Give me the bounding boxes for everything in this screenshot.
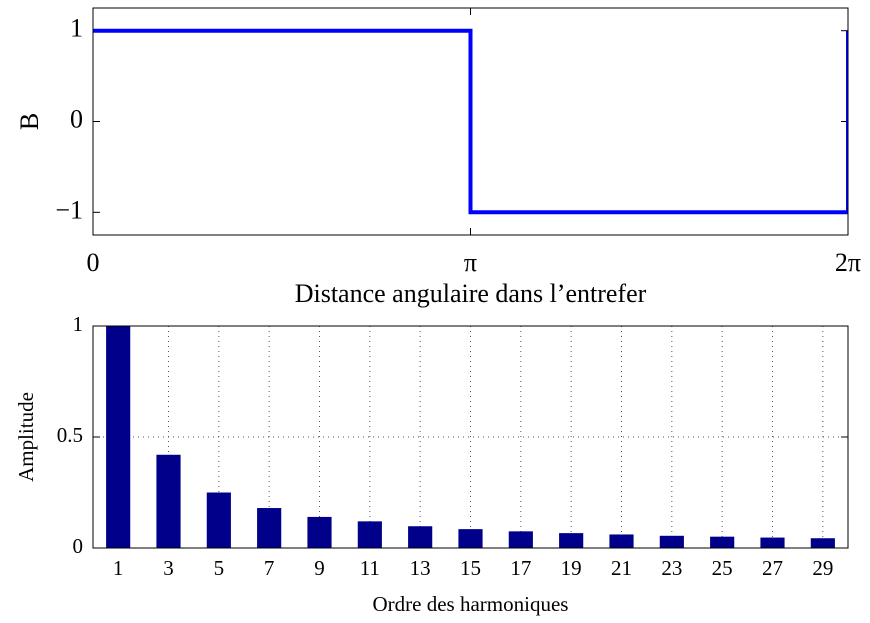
x-axis-label: Ordre des harmoniques bbox=[373, 592, 569, 616]
y-tick-label: 1 bbox=[70, 14, 83, 43]
x-tick-label: 27 bbox=[762, 556, 783, 580]
x-tick-label: 9 bbox=[314, 556, 325, 580]
bar bbox=[810, 538, 835, 548]
bar bbox=[710, 536, 735, 548]
bar bbox=[156, 454, 181, 548]
x-tick-label: 5 bbox=[214, 556, 225, 580]
y-tick-label: −1 bbox=[55, 195, 83, 224]
bar bbox=[659, 535, 684, 548]
bar bbox=[257, 508, 282, 548]
x-tick-label: 25 bbox=[712, 556, 733, 580]
x-tick-label: 19 bbox=[561, 556, 582, 580]
x-tick-label: 15 bbox=[460, 556, 481, 580]
x-tick-label: π bbox=[464, 248, 477, 277]
bar bbox=[508, 531, 533, 548]
x-tick-label: 11 bbox=[360, 556, 380, 580]
x-tick-label: 17 bbox=[510, 556, 531, 580]
bar bbox=[206, 492, 231, 548]
y-tick-label: 0 bbox=[73, 534, 84, 558]
y-axis-label: B bbox=[15, 113, 44, 130]
x-tick-label: 2π bbox=[835, 248, 861, 277]
bar bbox=[458, 529, 483, 548]
bar bbox=[559, 533, 584, 548]
y-tick-label: 0 bbox=[70, 104, 83, 133]
axes-box bbox=[92, 325, 849, 549]
y-tick-label: 0.5 bbox=[57, 423, 83, 447]
x-tick-label: 23 bbox=[661, 556, 682, 580]
x-tick-label: 1 bbox=[113, 556, 124, 580]
x-tick-label: 13 bbox=[410, 556, 431, 580]
y-tick-label: 1 bbox=[73, 312, 84, 336]
bar bbox=[357, 521, 382, 548]
x-tick-label: 3 bbox=[163, 556, 174, 580]
x-tick-label: 7 bbox=[264, 556, 275, 580]
axes-box bbox=[92, 7, 849, 236]
x-tick-label: 0 bbox=[87, 248, 100, 277]
bar bbox=[760, 537, 785, 548]
x-tick-label: 29 bbox=[812, 556, 833, 580]
bar bbox=[408, 526, 433, 548]
line-series bbox=[93, 28, 848, 215]
y-axis-label: Amplitude bbox=[14, 392, 38, 482]
x-tick-label: 21 bbox=[611, 556, 632, 580]
x-axis-label: Distance angulaire dans l’entrefer bbox=[295, 279, 647, 308]
bar bbox=[609, 534, 634, 548]
bar bbox=[307, 516, 332, 548]
bar bbox=[106, 326, 131, 548]
